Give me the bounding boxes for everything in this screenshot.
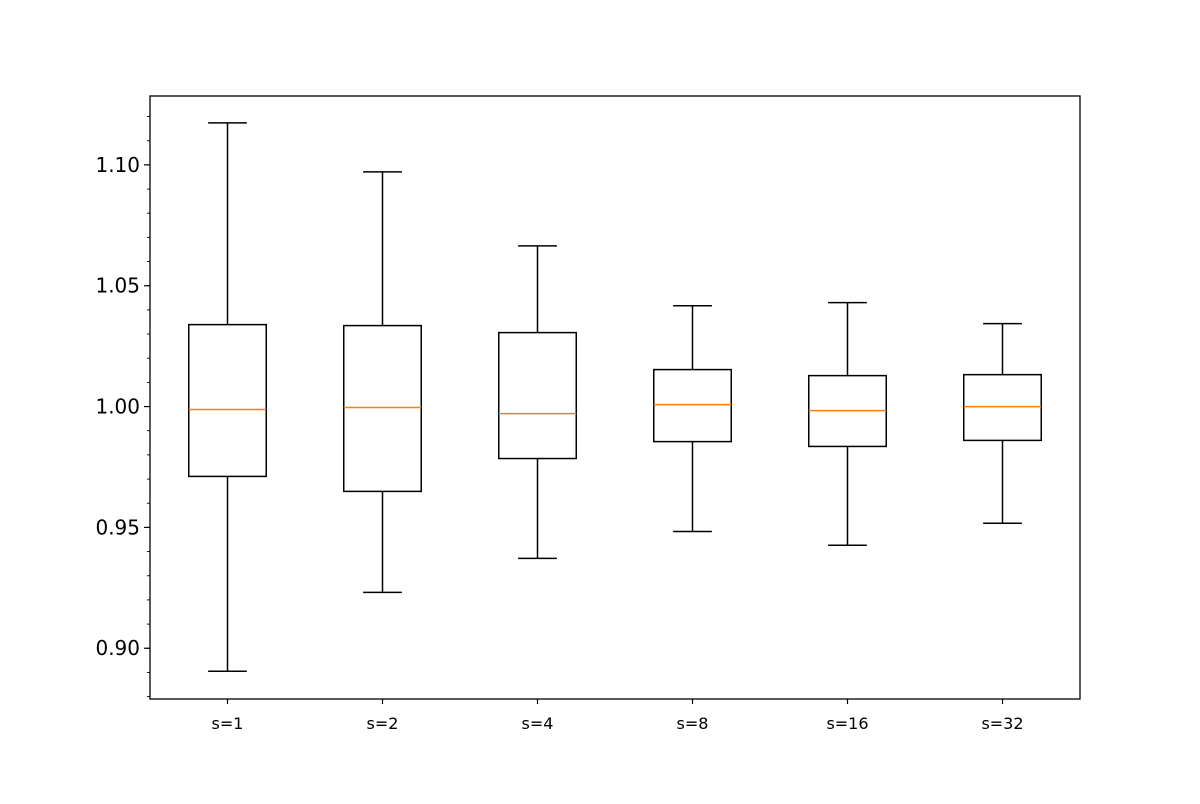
x-tick-label: s=16	[826, 714, 868, 733]
x-tick-label: s=2	[367, 714, 399, 733]
y-tick-label: 1.10	[95, 153, 140, 177]
box-s=4	[498, 245, 577, 560]
y-tick-label: 0.90	[95, 636, 140, 660]
iqr-box	[188, 323, 267, 478]
x-tick-label: s=32	[981, 714, 1023, 733]
box-s=2	[343, 171, 422, 594]
iqr-box	[653, 368, 732, 443]
y-tick-label: 1.00	[95, 395, 140, 419]
box-s=8	[653, 305, 732, 533]
x-tick-label: s=8	[677, 714, 709, 733]
x-axis: s=1 s=2 s=4 s=8 s=16 s=32	[212, 699, 1024, 733]
y-tick-label: 1.05	[95, 274, 140, 298]
y-tick-label: 0.95	[95, 515, 140, 539]
x-tick-label: s=4	[522, 714, 554, 733]
box-s=32	[963, 322, 1042, 525]
axes-frame	[149, 95, 1081, 700]
box-s=1	[188, 122, 267, 672]
iqr-box	[343, 324, 422, 493]
box-s=16	[808, 301, 887, 547]
y-axis: 0.90 0.95 1.00 1.05 1.10	[95, 116, 150, 698]
iqr-box	[498, 331, 577, 460]
plot-marks	[188, 122, 1042, 672]
x-tick-label: s=1	[212, 714, 244, 733]
iqr-box	[963, 373, 1042, 442]
